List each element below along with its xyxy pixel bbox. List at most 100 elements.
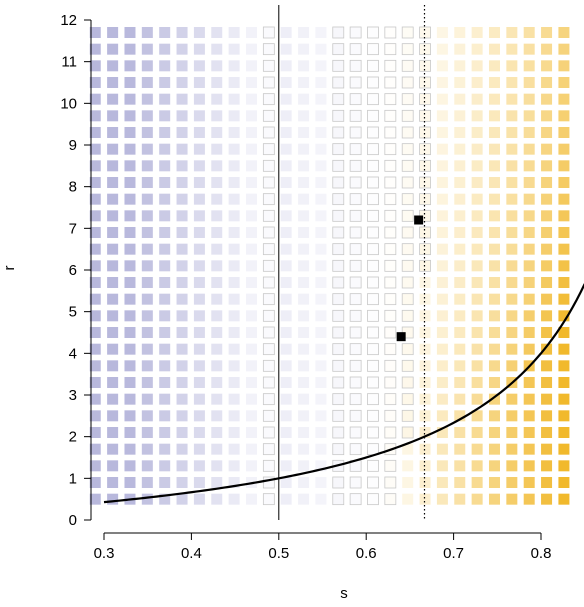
- heatmap-cell: [454, 110, 466, 122]
- heatmap-cell: [193, 293, 205, 305]
- heatmap-cell: [367, 143, 379, 156]
- heatmap-cell: [436, 43, 448, 55]
- heatmap-cell: [159, 360, 171, 372]
- heatmap-cell: [367, 259, 379, 272]
- heatmap-cell: [107, 293, 119, 305]
- heatmap-cell: [211, 477, 223, 488]
- heatmap-cell: [506, 77, 518, 88]
- heatmap-cell: [89, 410, 101, 422]
- heatmap-cell: [211, 377, 223, 388]
- heatmap-cell: [454, 460, 466, 472]
- heatmap-cell: [298, 27, 310, 38]
- heatmap-cell: [523, 143, 535, 155]
- heatmap-cell: [436, 177, 448, 188]
- heatmap-cell: [401, 259, 414, 272]
- heatmap-cell: [280, 60, 292, 72]
- heatmap-cell: [298, 477, 310, 488]
- heatmap-cell: [107, 110, 119, 122]
- heatmap-cell: [558, 360, 570, 372]
- heatmap-cell: [141, 310, 153, 322]
- heatmap-cell: [280, 93, 292, 105]
- heatmap-cell: [488, 327, 500, 338]
- heatmap-cell: [523, 443, 535, 455]
- heatmap-cell: [298, 393, 310, 405]
- heatmap-cell: [471, 493, 483, 505]
- heatmap-cell: [159, 293, 171, 305]
- heatmap-cell: [436, 343, 448, 355]
- heatmap-cell: [315, 127, 327, 138]
- heatmap-cell: [541, 227, 553, 238]
- heatmap-cell: [298, 327, 310, 338]
- heatmap-cell: [454, 210, 466, 222]
- heatmap-cell: [523, 327, 535, 338]
- heatmap-cell: [367, 159, 379, 172]
- y-tick-label: 10: [60, 95, 77, 112]
- heatmap-cell: [349, 93, 362, 106]
- heatmap-cell: [159, 27, 171, 38]
- heatmap-cell: [280, 477, 292, 488]
- y-tick-label: 8: [69, 179, 77, 196]
- heatmap-cell: [141, 210, 153, 222]
- heatmap-cell: [159, 343, 171, 355]
- x-tick-label: 0.4: [181, 545, 202, 562]
- heatmap-cell: [141, 293, 153, 305]
- heatmap-cell: [176, 377, 188, 388]
- heatmap-cell: [315, 343, 327, 355]
- heatmap-cell: [488, 277, 500, 288]
- heatmap-cell: [436, 393, 448, 405]
- heatmap-cell: [245, 310, 257, 322]
- heatmap-cell: [349, 26, 362, 39]
- heatmap-cell: [384, 293, 397, 306]
- heatmap-cell: [419, 109, 431, 122]
- heatmap-cell: [89, 110, 101, 122]
- heatmap-cell: [107, 477, 119, 488]
- heatmap-cell: [454, 443, 466, 455]
- heatmap-cell: [454, 493, 466, 505]
- heatmap-cell: [384, 259, 397, 272]
- heatmap-cell: [471, 227, 483, 238]
- heatmap-cell: [107, 210, 119, 222]
- heatmap-cell: [454, 227, 466, 238]
- heatmap-cell: [523, 310, 535, 322]
- heatmap-cell: [332, 226, 345, 239]
- heatmap-cell: [124, 293, 136, 305]
- heatmap-cell: [124, 60, 136, 72]
- heatmap-cell: [471, 377, 483, 388]
- heatmap-cell: [280, 143, 292, 155]
- heatmap-cell: [141, 393, 153, 405]
- heatmap-cell: [454, 77, 466, 88]
- heatmap-cell: [436, 243, 448, 255]
- heatmap-cell: [349, 343, 362, 356]
- heatmap-cell: [541, 27, 553, 38]
- heatmap-cell: [315, 410, 327, 422]
- heatmap-cell: [419, 427, 431, 438]
- heatmap-cell: [332, 126, 345, 139]
- heatmap-cell: [488, 460, 500, 472]
- heatmap-cell: [89, 277, 101, 288]
- heatmap-cell: [315, 143, 327, 155]
- heatmap-cell: [523, 77, 535, 88]
- heatmap-cell: [211, 43, 223, 55]
- heatmap-cell: [124, 110, 136, 122]
- heatmap-cell: [384, 476, 397, 489]
- heatmap-cell: [436, 277, 448, 288]
- heatmap-cell: [245, 293, 257, 305]
- heatmap-cell: [298, 460, 310, 472]
- heatmap-cell: [280, 227, 292, 238]
- heatmap-cell: [245, 377, 257, 388]
- heatmap-cell: [159, 327, 171, 338]
- heatmap-cell: [211, 177, 223, 188]
- heatmap-cell: [228, 493, 240, 505]
- heatmap-cell: [384, 176, 397, 189]
- heatmap-cell: [124, 260, 136, 272]
- heatmap-cell: [488, 160, 500, 172]
- heatmap-cell: [523, 243, 535, 255]
- heatmap-cell: [262, 243, 275, 256]
- heatmap-cell: [315, 210, 327, 222]
- heatmap-cell: [558, 77, 570, 88]
- heatmap-cell: [401, 109, 414, 122]
- heatmap-cell: [384, 43, 397, 56]
- heatmap-cell: [141, 277, 153, 288]
- heatmap-cell: [471, 327, 483, 338]
- heatmap-cell: [436, 377, 448, 388]
